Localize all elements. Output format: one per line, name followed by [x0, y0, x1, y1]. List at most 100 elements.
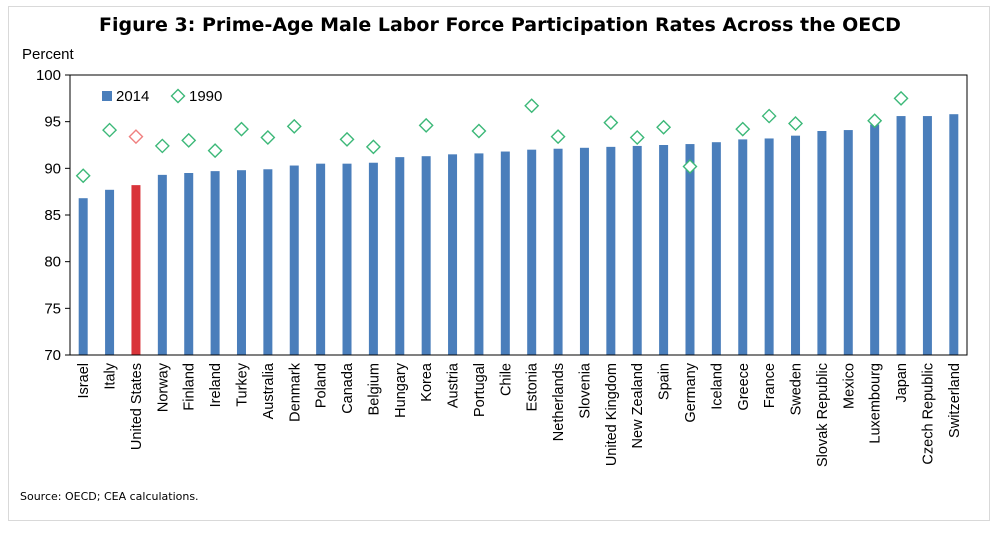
- bar-2014-iceland: [711, 142, 721, 355]
- legend-label-1990: 1990: [189, 88, 222, 105]
- bar-2014-chile: [500, 151, 510, 355]
- x-tick-label: Sweden: [789, 363, 805, 415]
- x-tick-label: France: [762, 363, 778, 408]
- bar-2014-slovenia: [579, 147, 589, 355]
- bar-2014-australia: [263, 169, 273, 355]
- x-axis-labels: Israel Italy United States Norway Finland Ire…: [76, 362, 963, 467]
- bar-2014-czech-republic: [922, 116, 932, 355]
- legend-diamond-1990: [170, 88, 186, 104]
- y-tick-label: 100: [36, 67, 61, 84]
- plot-area-border: [69, 74, 968, 356]
- marker-1990-portugal: [471, 123, 487, 139]
- bar-2014-mexico: [843, 130, 853, 355]
- x-tick-label: Ireland: [208, 363, 224, 407]
- x-tick-label: Slovak Republic: [815, 363, 831, 467]
- bar-2014-spain: [659, 145, 669, 355]
- bar-2014-israel: [78, 198, 88, 355]
- chart-frame: [8, 6, 990, 521]
- bar-2014-portugal: [474, 153, 484, 355]
- bar-2014-belgium: [368, 162, 378, 355]
- marker-1990-japan: [893, 90, 909, 106]
- y-tick-label: 70: [44, 347, 61, 364]
- marker-1990-ireland: [207, 143, 223, 159]
- bar-2014-japan: [896, 116, 906, 355]
- marker-1990-united-states: [128, 129, 144, 145]
- markers-1990: [75, 90, 909, 184]
- x-tick-label: Poland: [314, 363, 330, 408]
- x-tick-label: Luxembourg: [868, 363, 884, 444]
- x-tick-label: United Kingdom: [604, 363, 620, 466]
- bar-2014-turkey: [236, 170, 246, 355]
- x-tick-label: Denmark: [287, 362, 303, 422]
- x-tick-label: Australia: [261, 362, 277, 419]
- marker-1990-israel: [75, 168, 91, 184]
- x-tick-label: Austria: [446, 362, 462, 408]
- x-tick-label: Czech Republic: [920, 363, 936, 465]
- x-tick-label: Chile: [498, 363, 514, 396]
- marker-1990-germany: [682, 158, 698, 174]
- marker-1990-finland: [181, 132, 197, 148]
- x-tick-label: Korea: [419, 362, 435, 402]
- bar-2014-sweden: [791, 135, 801, 355]
- x-tick-label: Slovenia: [577, 362, 593, 419]
- bar-2014-new-zealand: [632, 145, 642, 355]
- legend-label-2014: 2014: [116, 88, 149, 105]
- x-tick-label: Finland: [182, 363, 198, 411]
- bar-2014-netherlands: [553, 148, 563, 355]
- y-tick-label: 90: [44, 160, 61, 177]
- marker-1990-sweden: [788, 116, 804, 132]
- marker-1990-new-zealand: [629, 130, 645, 146]
- x-tick-label: Israel: [76, 363, 92, 398]
- bar-2014-united-states: [131, 185, 141, 355]
- y-axis-label: Percent: [22, 46, 75, 63]
- x-tick-label: Norway: [155, 362, 171, 412]
- x-tick-label: Estonia: [525, 362, 541, 411]
- bar-2014-austria: [448, 154, 458, 355]
- y-tick-label: 85: [44, 207, 61, 224]
- bar-2014-united-kingdom: [606, 146, 616, 355]
- y-tick-label: 75: [44, 300, 61, 317]
- marker-1990-united-kingdom: [603, 115, 619, 131]
- bar-2014-hungary: [395, 157, 405, 355]
- bar-2014-korea: [421, 156, 431, 355]
- legend: 2014 1990: [102, 88, 222, 105]
- marker-1990-belgium: [365, 139, 381, 155]
- x-tick-label: Greece: [736, 363, 752, 411]
- x-tick-label: Italy: [103, 362, 119, 389]
- marker-1990-korea: [418, 117, 434, 133]
- y-axis: 70 75 80 85 90 95 100: [36, 67, 70, 364]
- y-tick-label: 95: [44, 114, 61, 131]
- marker-1990-canada: [339, 131, 355, 147]
- chart-title: Figure 3: Prime-Age Male Labor Force Par…: [99, 14, 901, 36]
- bar-2014-poland: [316, 163, 326, 355]
- bar-2014-luxembourg: [870, 124, 880, 355]
- x-tick-label: Netherlands: [551, 363, 567, 441]
- marker-1990-luxembourg: [867, 113, 883, 129]
- source-note: Source: OECD; CEA calculations.: [20, 490, 199, 503]
- x-tick-label: Belgium: [366, 363, 382, 415]
- x-tick-label: Hungary: [393, 362, 409, 418]
- marker-1990-denmark: [286, 118, 302, 134]
- bar-2014-estonia: [527, 149, 537, 355]
- bar-2014-norway: [157, 174, 167, 355]
- x-tick-label: New Zealand: [630, 363, 646, 448]
- marker-1990-norway: [154, 138, 170, 154]
- bar-2014-france: [764, 138, 774, 355]
- marker-1990-italy: [102, 122, 118, 138]
- marker-1990-turkey: [233, 121, 249, 137]
- x-tick-label: Canada: [340, 362, 356, 414]
- marker-1990-france: [761, 108, 777, 124]
- bar-2014-slovak-republic: [817, 131, 827, 355]
- marker-1990-netherlands: [550, 129, 566, 145]
- bar-2014-denmark: [289, 165, 299, 355]
- x-tick-label: Switzerland: [947, 363, 963, 438]
- marker-1990-spain: [656, 119, 672, 135]
- bar-2014-italy: [105, 189, 115, 355]
- marker-1990-greece: [735, 121, 751, 137]
- bar-2014-ireland: [210, 171, 220, 355]
- x-tick-label: Mexico: [841, 363, 857, 409]
- x-tick-label: Portugal: [472, 363, 488, 417]
- x-tick-label: Iceland: [709, 363, 725, 410]
- marker-1990-estonia: [524, 98, 540, 114]
